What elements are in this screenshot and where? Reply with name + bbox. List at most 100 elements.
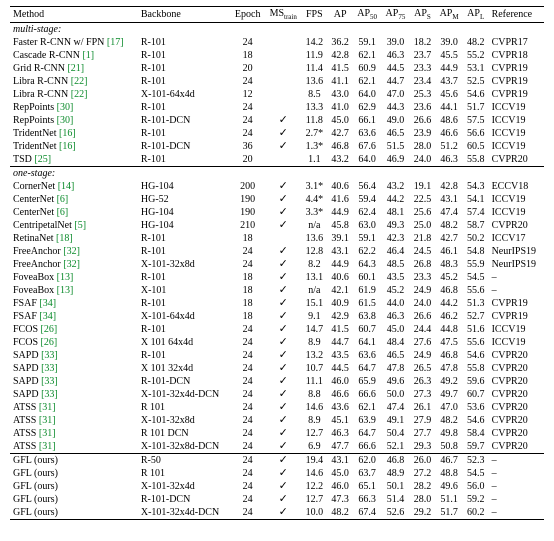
cell-ap50: 62.1: [353, 75, 381, 88]
cell-ap50: 63.7: [353, 467, 381, 480]
cell-apl: 53.1: [463, 62, 489, 75]
cell-fps: 11.8: [301, 114, 327, 127]
cell-ref: CVPR19: [489, 88, 544, 101]
cell-ap75: 47.8: [381, 362, 409, 375]
cell-ap50: 66.6: [353, 440, 381, 454]
cell-apl: 52.5: [463, 75, 489, 88]
col-ref: Reference: [489, 7, 544, 23]
cell-method: RetinaNet [18]: [10, 232, 138, 245]
col-apl: APL: [463, 7, 489, 23]
cell-ap50: 65.1: [353, 480, 381, 493]
cell-epoch: 24: [230, 336, 265, 349]
cell-ap75: 44.3: [381, 101, 409, 114]
cell-epoch: 24: [230, 375, 265, 388]
cell-aps: 26.8: [410, 258, 436, 271]
cell-ap50: 56.4: [353, 180, 381, 193]
cell-backbone: R-101: [138, 62, 231, 75]
cell-apl: 59.7: [463, 440, 489, 454]
cell-fps: 1.3*: [301, 140, 327, 153]
cell-epoch: 24: [230, 114, 265, 127]
cell-ref: ICCV19: [489, 206, 544, 219]
table-row: Faster R-CNN w/ FPN [17]R-1012414.236.25…: [10, 36, 544, 49]
cell-ap75: 48.5: [381, 258, 409, 271]
cell-ap50: 64.3: [353, 258, 381, 271]
cell-epoch: 18: [230, 310, 265, 323]
cell-aps: 26.6: [410, 114, 436, 127]
cell-ref: ICCV19: [489, 127, 544, 140]
cell-ap: 46.0: [327, 480, 353, 493]
table-row: SAPD [33]X 101 32x4d24✓10.744.564.747.82…: [10, 362, 544, 375]
cell-ap50: 66.1: [353, 114, 381, 127]
cell-apl: 52.7: [463, 310, 489, 323]
cell-method: SAPD [33]: [10, 375, 138, 388]
cell-ref: CVPR20: [489, 414, 544, 427]
cell-fps: 11.9: [301, 49, 327, 62]
cell-backbone: R 101: [138, 467, 231, 480]
cell-apl: 54.6: [463, 88, 489, 101]
cell-ap75: 49.1: [381, 414, 409, 427]
cell-ap75: 46.8: [381, 454, 409, 468]
cell-ap: 43.0: [327, 88, 353, 101]
cell-fps: 10.0: [301, 506, 327, 520]
cell-fps: 10.7: [301, 362, 327, 375]
cell-method: ATSS [31]: [10, 414, 138, 427]
cell-backbone: HG-52: [138, 193, 231, 206]
cell-ap75: 48.1: [381, 206, 409, 219]
cell-aps: 27.2: [410, 467, 436, 480]
cell-ap50: 63.6: [353, 127, 381, 140]
table-row: CentripetalNet [5]HG-104210✓n/a45.863.04…: [10, 219, 544, 232]
cell-aps: 24.0: [410, 153, 436, 167]
cell-ap: 44.7: [327, 336, 353, 349]
cell-ap50: 62.1: [353, 401, 381, 414]
cell-apl: 54.6: [463, 414, 489, 427]
cell-method: CenterNet [6]: [10, 206, 138, 219]
cell-apm: 46.2: [435, 310, 462, 323]
cell-apl: 48.2: [463, 36, 489, 49]
cell-method: FreeAnchor [32]: [10, 245, 138, 258]
cell-fps: 13.2: [301, 349, 327, 362]
cell-ap50: 67.4: [353, 506, 381, 520]
cell-mstrain: [265, 49, 302, 62]
cell-apm: 45.2: [435, 271, 462, 284]
cell-method: CentripetalNet [5]: [10, 219, 138, 232]
cell-epoch: 12: [230, 88, 265, 101]
col-ap: AP: [327, 7, 353, 23]
cell-method: RepPoints [30]: [10, 114, 138, 127]
cell-ap75: 42.3: [381, 232, 409, 245]
cell-ap75: 50.1: [381, 480, 409, 493]
cell-ap: 43.5: [327, 349, 353, 362]
cell-apm: 45.5: [435, 49, 462, 62]
cell-mstrain: [265, 232, 302, 245]
cell-apm: 51.7: [435, 506, 462, 520]
table-row: ATSS [31]X-101-32x8d24✓8.945.163.949.127…: [10, 414, 544, 427]
cell-fps: 8.9: [301, 336, 327, 349]
cell-fps: 14.7: [301, 323, 327, 336]
cell-backbone: X-101-32x4d: [138, 480, 231, 493]
table-row: CenterNet [6]HG-104190✓3.3*44.962.448.12…: [10, 206, 544, 219]
col-epoch: Epoch: [230, 7, 265, 23]
cell-apm: 44.1: [435, 101, 462, 114]
cell-ap75: 51.4: [381, 493, 409, 506]
cell-apl: 54.8: [463, 245, 489, 258]
cell-method: GFL (ours): [10, 454, 138, 468]
cell-fps: 11.1: [301, 375, 327, 388]
cell-backbone: X-101-32x8d-DCN: [138, 440, 231, 454]
cell-fps: 8.5: [301, 88, 327, 101]
cell-backbone: X-101-64x4d: [138, 88, 231, 101]
cell-mstrain: ✓: [265, 180, 302, 193]
cell-method: FCOS [26]: [10, 336, 138, 349]
cell-ref: ICCV17: [489, 232, 544, 245]
cell-apm: 50.8: [435, 440, 462, 454]
cell-ap50: 67.6: [353, 140, 381, 153]
cell-method: TridentNet [16]: [10, 127, 138, 140]
cell-aps: 23.3: [410, 62, 436, 75]
cell-ap75: 46.5: [381, 127, 409, 140]
cell-aps: 27.7: [410, 427, 436, 440]
cell-ap: 46.0: [327, 375, 353, 388]
cell-mstrain: ✓: [265, 349, 302, 362]
cell-ap50: 62.9: [353, 101, 381, 114]
cell-epoch: 24: [230, 258, 265, 271]
cell-apm: 51.1: [435, 493, 462, 506]
cell-epoch: 24: [230, 480, 265, 493]
cell-backbone: HG-104: [138, 206, 231, 219]
